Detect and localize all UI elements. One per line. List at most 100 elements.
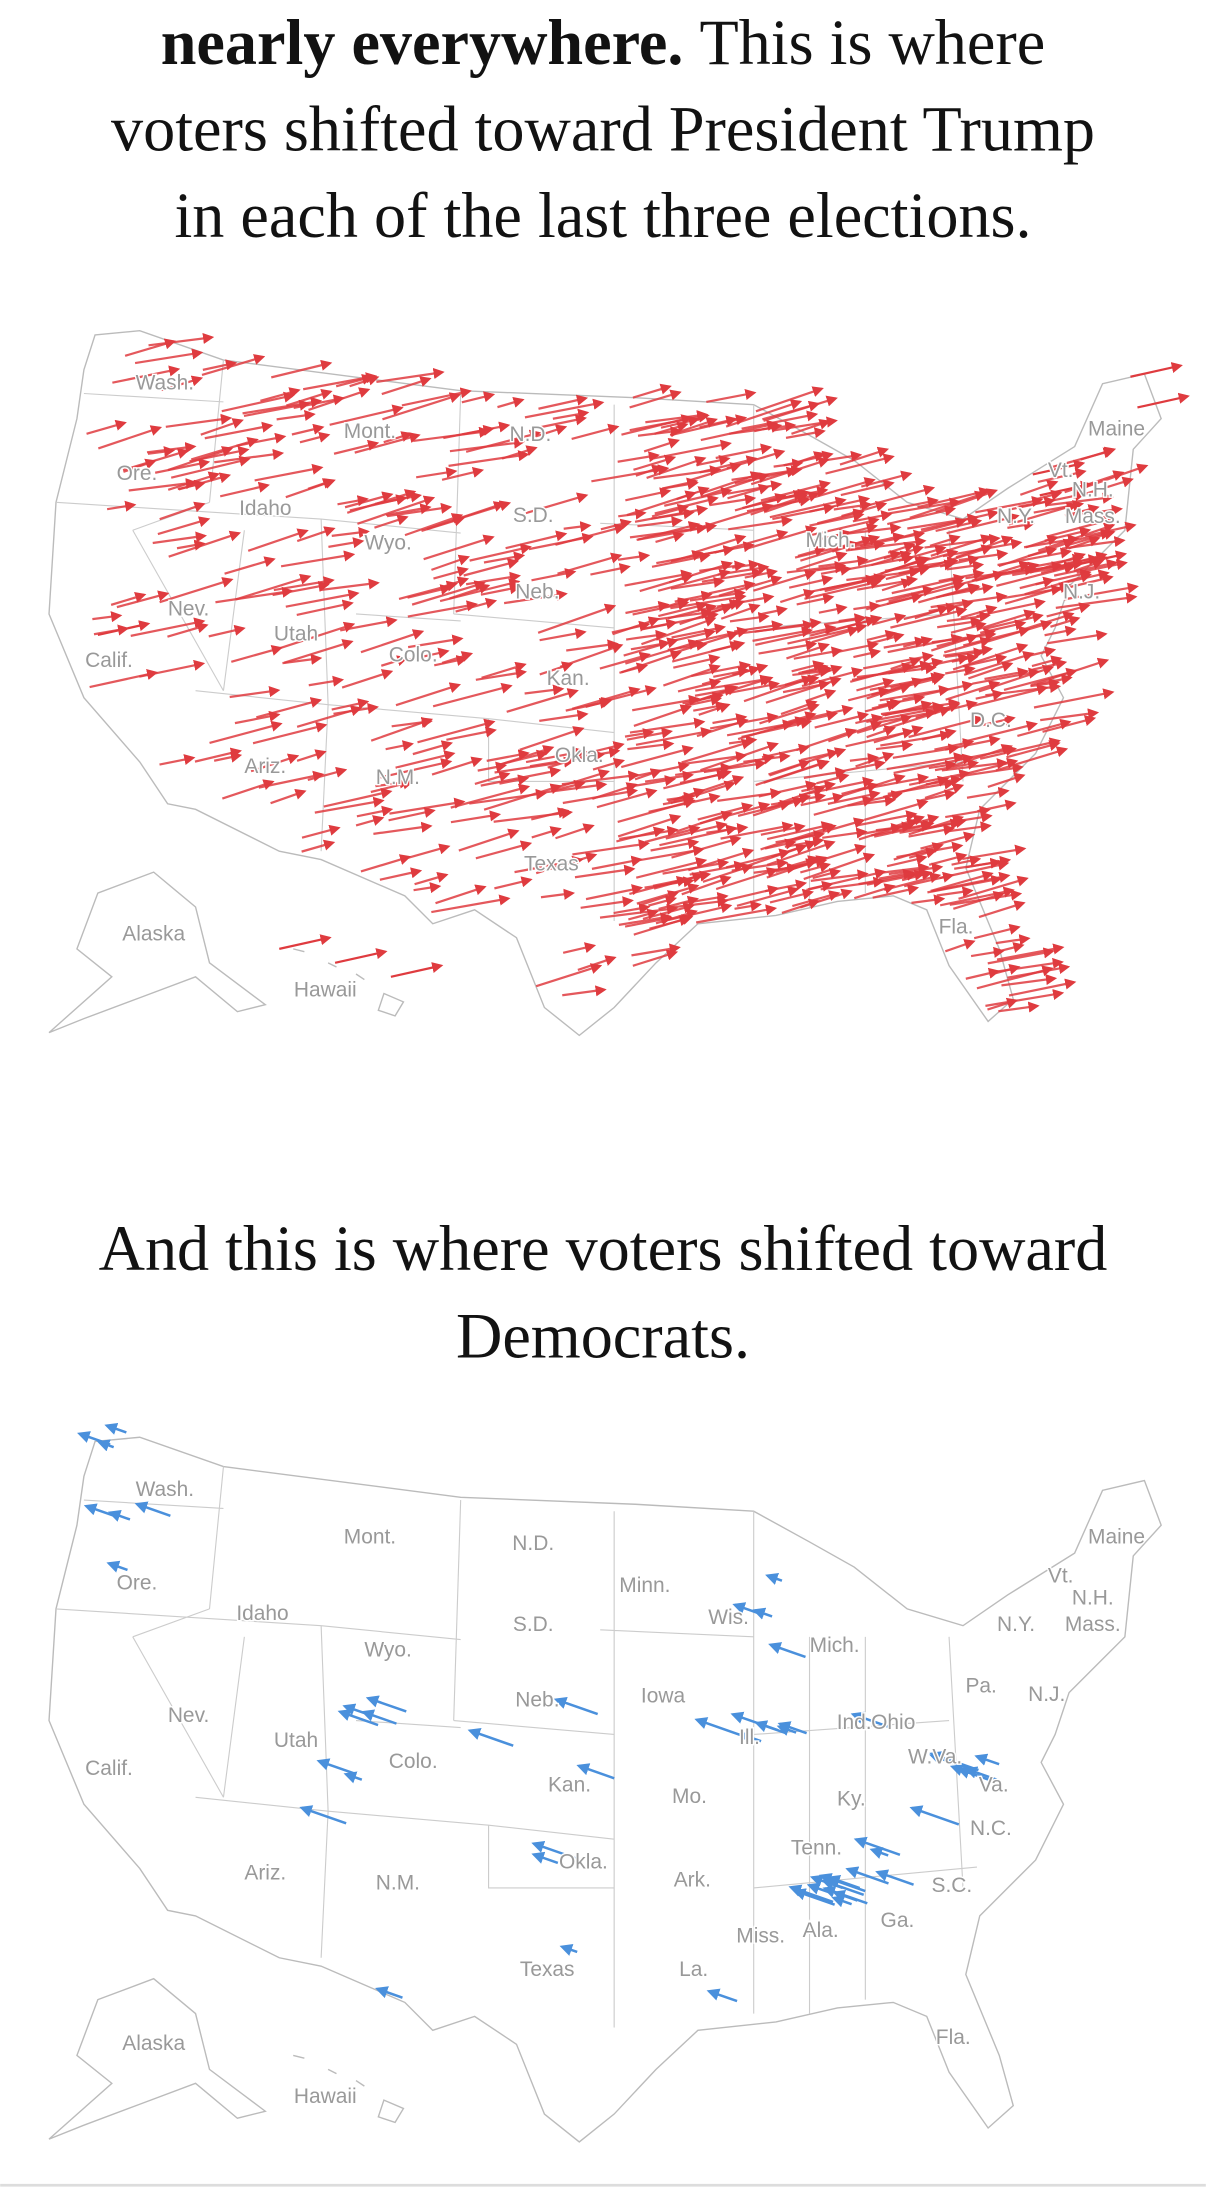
arrow bbox=[973, 923, 1021, 940]
arrow bbox=[681, 738, 754, 764]
state-label: N.D. bbox=[510, 423, 552, 446]
state-label: N.Y. bbox=[997, 1613, 1035, 1636]
arrow bbox=[856, 575, 919, 591]
arrow bbox=[713, 666, 750, 678]
arrow bbox=[796, 593, 835, 606]
arrow bbox=[539, 709, 589, 722]
arrow bbox=[771, 840, 817, 858]
arrow bbox=[866, 703, 945, 723]
arrow bbox=[625, 629, 667, 641]
state-label: Fla. bbox=[939, 915, 974, 938]
arrow bbox=[629, 717, 706, 734]
arrow bbox=[869, 1847, 889, 1859]
arrow bbox=[931, 629, 997, 644]
arrow bbox=[301, 839, 336, 853]
arrow bbox=[323, 787, 393, 808]
state-label: Wyo. bbox=[364, 1638, 411, 1661]
arrow bbox=[531, 1851, 559, 1865]
arrow bbox=[716, 592, 775, 608]
arrow bbox=[617, 814, 682, 838]
arrow bbox=[531, 826, 562, 839]
arrow bbox=[611, 620, 651, 634]
arrow bbox=[820, 450, 863, 463]
arrow bbox=[823, 522, 879, 541]
arrow bbox=[835, 640, 879, 654]
arrow bbox=[89, 669, 159, 689]
arrow bbox=[170, 455, 251, 479]
arrow bbox=[159, 577, 234, 604]
arrow bbox=[405, 647, 450, 662]
arrow bbox=[343, 1771, 363, 1784]
arrow bbox=[134, 348, 204, 365]
arrow bbox=[599, 903, 679, 919]
arrow bbox=[760, 822, 806, 836]
arrow bbox=[497, 397, 525, 409]
arrow bbox=[616, 826, 666, 843]
arrow bbox=[417, 718, 496, 744]
arrow bbox=[954, 857, 1002, 870]
arrow bbox=[385, 503, 432, 517]
arrow bbox=[463, 558, 520, 577]
arrow bbox=[629, 389, 682, 409]
arrow bbox=[698, 702, 731, 716]
arrow bbox=[632, 949, 679, 967]
state-label: Calif. bbox=[85, 1757, 133, 1780]
arrow bbox=[1027, 545, 1058, 558]
arrow bbox=[535, 852, 598, 875]
arrow bbox=[797, 545, 826, 558]
arrow bbox=[539, 628, 587, 642]
arrow bbox=[250, 753, 300, 773]
arrow bbox=[974, 1753, 1000, 1766]
arrow bbox=[110, 592, 147, 606]
arrow bbox=[563, 521, 592, 533]
arrow bbox=[946, 611, 991, 623]
arrow bbox=[531, 807, 570, 821]
arrow bbox=[769, 888, 814, 904]
arrow bbox=[801, 780, 836, 793]
state-label: N.Y. bbox=[997, 505, 1035, 528]
arrow bbox=[792, 890, 841, 908]
state-label: Mich. bbox=[810, 1634, 860, 1657]
arrow bbox=[624, 913, 673, 928]
arrow bbox=[715, 867, 779, 891]
arrow bbox=[200, 418, 244, 436]
arrow bbox=[562, 786, 639, 805]
arrow bbox=[831, 1895, 853, 1908]
arrow bbox=[671, 641, 742, 663]
arrow bbox=[832, 1889, 858, 1902]
arrow bbox=[644, 876, 695, 889]
arrow bbox=[97, 425, 163, 450]
arrow bbox=[951, 762, 1024, 779]
arrow bbox=[1039, 480, 1093, 497]
arrow bbox=[807, 516, 880, 537]
arrow bbox=[465, 571, 521, 586]
arrow bbox=[655, 908, 698, 925]
arrow bbox=[997, 547, 1072, 567]
arrow bbox=[728, 735, 758, 747]
arrow bbox=[646, 455, 707, 479]
arrow bbox=[788, 574, 834, 589]
arrow bbox=[658, 601, 708, 618]
arrow bbox=[909, 490, 987, 519]
arrow bbox=[412, 740, 453, 756]
state-label: Calif. bbox=[85, 649, 133, 672]
arrow bbox=[893, 842, 944, 861]
arrow bbox=[741, 410, 819, 430]
arrow bbox=[648, 895, 678, 907]
arrow bbox=[107, 1509, 131, 1522]
arrow bbox=[235, 573, 312, 601]
arrow bbox=[755, 759, 829, 787]
arrow bbox=[651, 551, 711, 568]
arrow bbox=[819, 573, 887, 591]
arrow bbox=[938, 569, 985, 583]
arrow bbox=[619, 662, 649, 674]
arrow bbox=[328, 537, 365, 549]
arrow bbox=[785, 427, 826, 439]
arrow bbox=[799, 888, 853, 909]
heading-line: nearly everywhere. This is where bbox=[161, 7, 1045, 78]
arrow bbox=[852, 510, 893, 523]
arrow bbox=[1037, 467, 1087, 484]
arrow bbox=[562, 985, 607, 997]
arrow bbox=[851, 660, 932, 682]
